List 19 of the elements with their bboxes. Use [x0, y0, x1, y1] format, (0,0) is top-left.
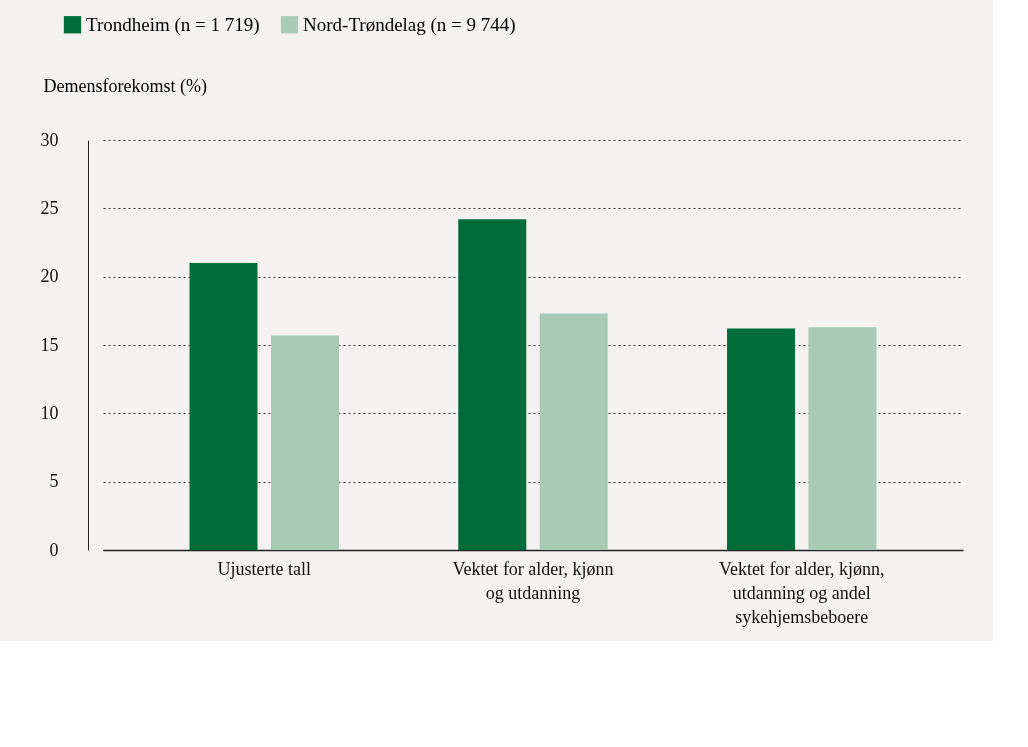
x-tick-label: Vektet for alder, kjønn og utdanning — [452, 558, 614, 603]
bar — [458, 219, 527, 550]
bar — [539, 313, 608, 550]
y-axis-title: Demensforekomst (%) — [43, 75, 207, 97]
y-tick-label: 10 — [40, 402, 59, 423]
x-tick-label: Ujusterte tall — [217, 558, 311, 579]
y-tick-label: 20 — [40, 266, 59, 287]
x-tick-label: Vektet for alder, kjønn, utdanning og andel sykehjemsbeboere — [718, 558, 885, 627]
y-tick-label: 5 — [49, 471, 59, 492]
bar — [270, 335, 339, 550]
y-tick-label: 30 — [40, 129, 59, 150]
bar — [727, 328, 796, 550]
legend-label: Trondheim (n = 1 719) — [86, 13, 260, 36]
legend-label: Nord-Trøndelag (n = 9 744) — [303, 13, 516, 36]
y-tick-label: 0 — [49, 539, 59, 560]
y-tick-label: 15 — [40, 334, 59, 355]
bar — [808, 327, 877, 550]
bar — [189, 263, 258, 550]
y-tick-label: 25 — [40, 197, 59, 218]
